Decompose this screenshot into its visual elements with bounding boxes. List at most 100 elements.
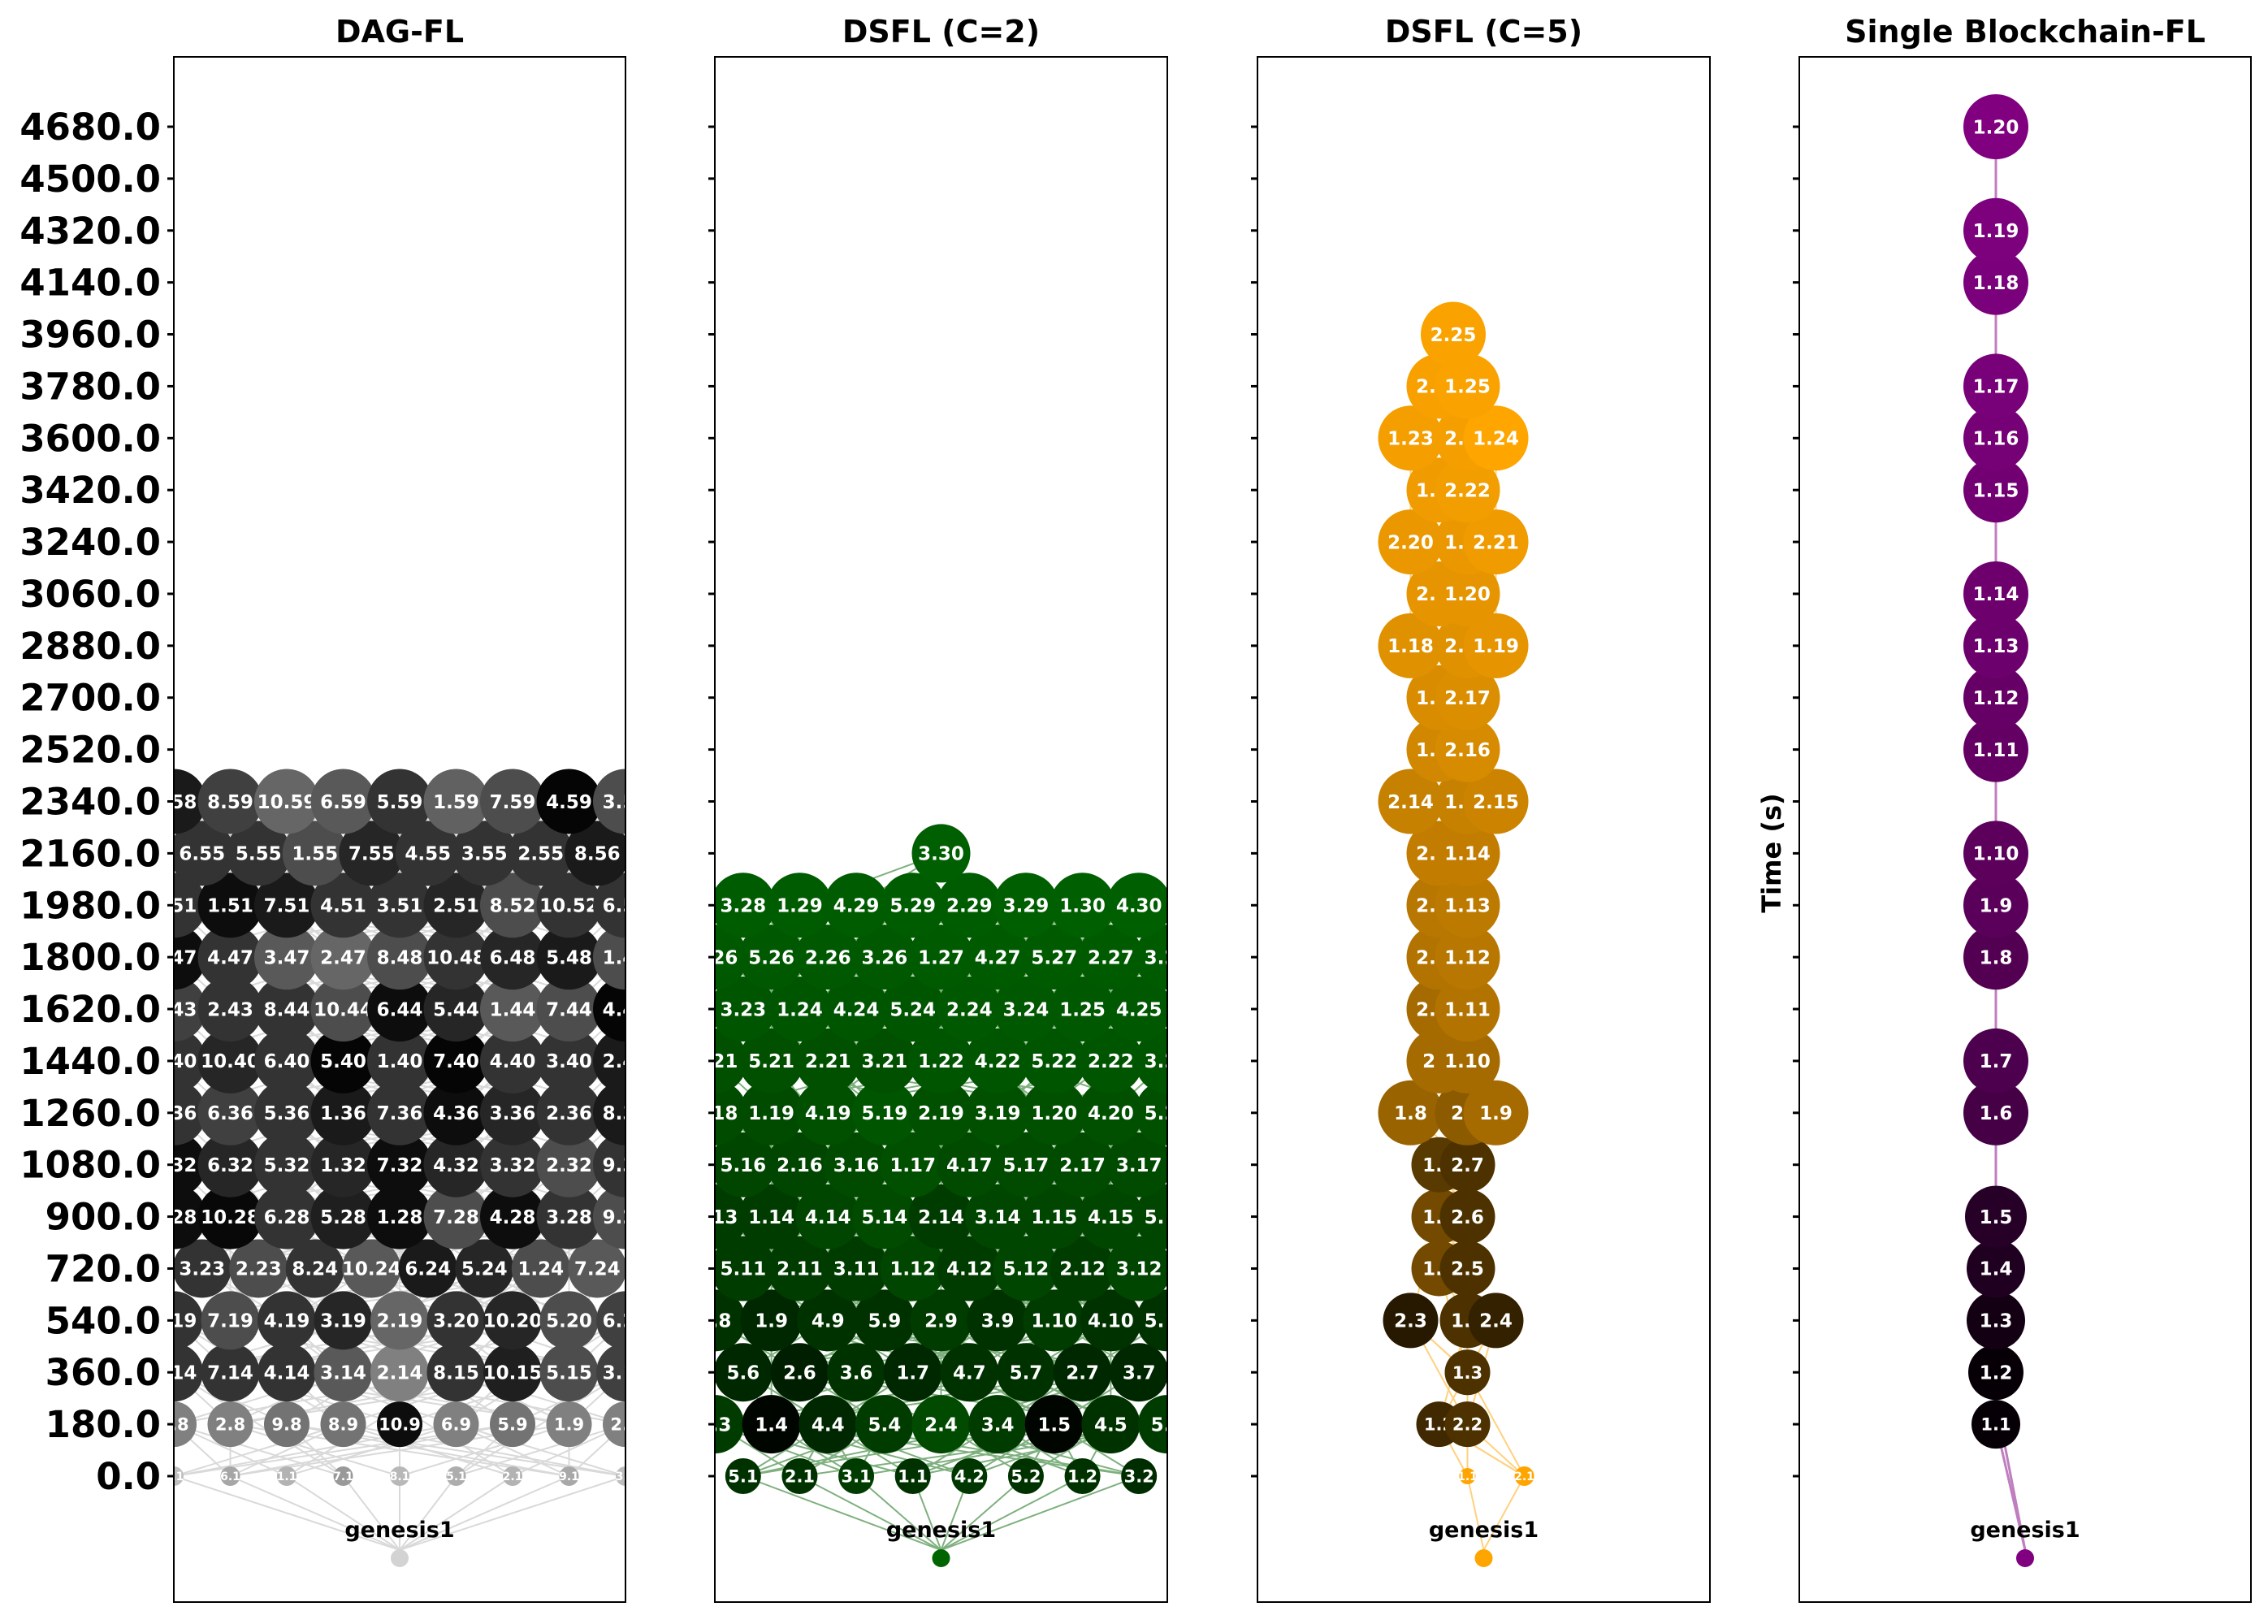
y-tick-label: 2880.0 — [19, 625, 161, 668]
tx-node-label: 10.52 — [539, 896, 599, 917]
tx-node-label: 2.16 — [1444, 740, 1491, 761]
tx-node — [254, 873, 319, 938]
tx-node — [596, 1291, 625, 1350]
tx-node — [490, 1401, 535, 1448]
tx-node — [967, 1289, 1029, 1352]
tx-node-label: 6.40 — [264, 1051, 310, 1072]
tx-node — [593, 1080, 625, 1145]
y-tick-label: 1980.0 — [19, 884, 161, 927]
tx-node — [480, 1184, 545, 1249]
tx-node — [1378, 769, 1443, 834]
tx-node — [937, 1132, 1002, 1197]
tx-node — [264, 1401, 309, 1448]
tx-node — [911, 1395, 971, 1454]
tx-node-label: 5.55 — [236, 844, 282, 865]
tx-node — [593, 1028, 625, 1093]
tx-node — [1435, 925, 1500, 990]
tx-node-label: 1.18 — [1973, 273, 2019, 294]
edge — [1466, 1475, 1485, 1551]
tx-node-label: 1.20 — [1973, 117, 2019, 138]
tx-node — [715, 977, 776, 1042]
tx-node-label: 3.19 — [320, 1311, 366, 1332]
panel-frame — [714, 56, 1168, 1603]
tx-node-label: 2.19 — [377, 1311, 423, 1332]
tx-node — [197, 1080, 263, 1145]
tx-node — [1968, 1345, 2023, 1401]
tx-node-label: 3.8 — [158, 1415, 188, 1435]
tx-node — [1439, 1241, 1495, 1297]
y-tick-label: 2340.0 — [19, 781, 161, 824]
tx-node-label: 8.24 — [292, 1259, 338, 1280]
panel-title: Single Blockchain-FL — [1845, 14, 2205, 50]
tx-node-label: 1.5 — [1037, 1414, 1071, 1436]
y-tick-label: 900.0 — [45, 1196, 161, 1239]
edge — [941, 1475, 1140, 1551]
tx-node — [603, 1401, 625, 1448]
tx-node — [1106, 1236, 1167, 1301]
tx-node — [1439, 1189, 1495, 1245]
tx-node-label: 1.20 — [1031, 1103, 1077, 1124]
tx-node — [503, 1466, 522, 1486]
tx-node — [1463, 509, 1529, 575]
tx-node-label: 4.15 — [1088, 1207, 1134, 1228]
tx-node — [715, 1184, 747, 1249]
tx-node-label: 1.11 — [1973, 740, 2019, 761]
tx-node — [593, 769, 625, 834]
tx-node — [715, 1289, 746, 1352]
tx-node — [174, 769, 206, 834]
tx-node — [258, 1343, 316, 1402]
tx-node — [1963, 613, 2028, 678]
tx-node — [1967, 1239, 2025, 1298]
tx-node — [1963, 873, 2028, 938]
tx-node — [894, 1458, 931, 1494]
tx-node-label: 1.36 — [320, 1103, 366, 1124]
tx-node — [824, 977, 889, 1042]
tx-node — [616, 1466, 625, 1486]
tx-node — [1021, 1028, 1087, 1093]
tx-node-label: 10.40 — [201, 1051, 260, 1072]
tx-node — [480, 1028, 545, 1093]
panel-title: DSFL (C=5) — [1385, 14, 1582, 50]
y-tick-label: 1440.0 — [19, 1040, 161, 1083]
tx-node-label: 5.1 — [728, 1467, 758, 1487]
tx-node-label: 2.14 — [918, 1207, 964, 1228]
tx-node-label: 5.6 — [726, 1363, 760, 1384]
tx-node-label: 2.40 — [603, 1051, 649, 1072]
tx-node — [795, 1080, 861, 1145]
tx-node-label: 9.28 — [603, 1207, 649, 1228]
tx-node-label: 5.44 — [433, 999, 479, 1020]
tx-node-label: 5.40 — [320, 1051, 366, 1072]
panel-frame — [173, 56, 626, 1603]
edge — [399, 1475, 625, 1551]
tx-node — [367, 1080, 432, 1145]
tx-node — [993, 1236, 1058, 1301]
tx-node — [795, 925, 861, 990]
tx-node — [1463, 405, 1529, 471]
tx-node-label: 5.36 — [264, 1103, 310, 1124]
tx-node — [1121, 1458, 1158, 1494]
tx-node — [367, 769, 432, 834]
tx-node-label: 3.1 — [616, 1470, 636, 1483]
tx-node-label: 8.1 — [390, 1470, 410, 1483]
tx-node — [423, 977, 489, 1042]
tx-node-label: 3.24 — [1003, 999, 1050, 1020]
tx-node — [1435, 561, 1500, 626]
tx-node — [937, 1236, 1002, 1301]
tx-node-label: 2.47 — [320, 947, 366, 968]
tx-node — [1444, 1349, 1491, 1396]
tx-node — [1963, 717, 2028, 782]
tx-node — [1378, 613, 1443, 678]
tx-node — [940, 1343, 999, 1402]
tx-node-label: 3.29 — [1003, 896, 1050, 917]
edge — [399, 1475, 513, 1551]
tx-node — [1963, 665, 2028, 730]
tx-node — [1007, 1458, 1044, 1494]
tx-node-label: 1.28 — [377, 1207, 423, 1228]
tx-node — [1050, 1132, 1115, 1197]
tx-node-label: 3.18 — [692, 1103, 738, 1124]
tx-node-label: 1.7 — [896, 1363, 929, 1384]
tx-node — [207, 1401, 253, 1448]
tx-node — [197, 1028, 263, 1093]
tx-node — [423, 1028, 489, 1093]
tx-node-label: 1.15 — [1031, 1207, 1077, 1228]
